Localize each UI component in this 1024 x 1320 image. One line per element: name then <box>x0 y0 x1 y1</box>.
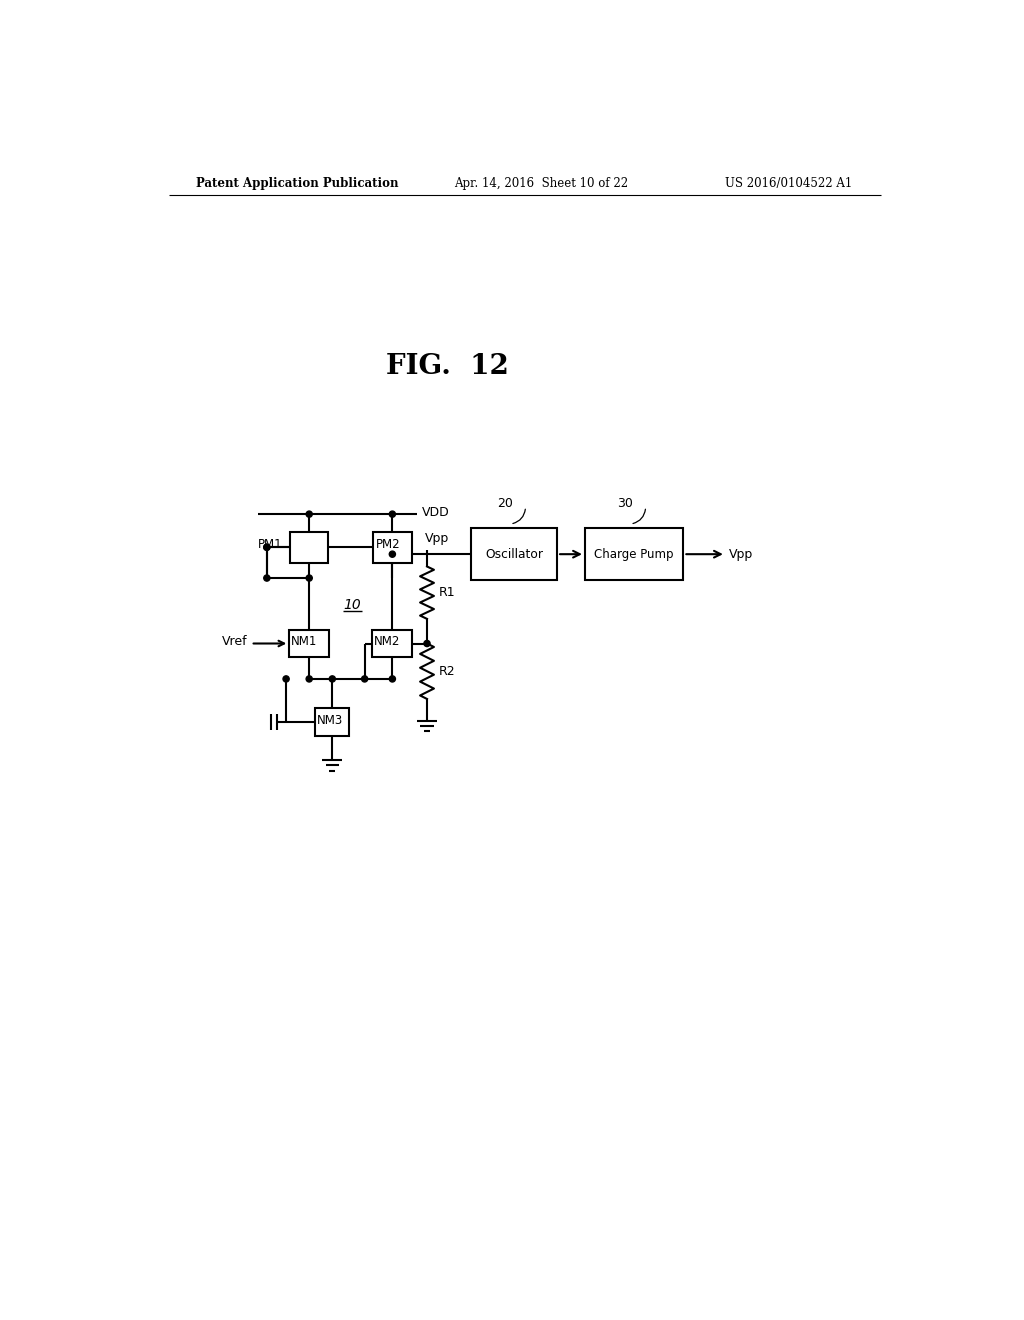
Bar <box>373 630 413 657</box>
Text: Vpp: Vpp <box>729 548 753 561</box>
Circle shape <box>389 676 395 682</box>
Circle shape <box>264 544 270 550</box>
Text: 30: 30 <box>617 496 633 510</box>
Text: US 2016/0104522 A1: US 2016/0104522 A1 <box>725 177 852 190</box>
Text: R2: R2 <box>438 665 456 677</box>
Text: 20: 20 <box>497 496 513 510</box>
Circle shape <box>330 676 336 682</box>
Circle shape <box>264 576 270 581</box>
Bar <box>289 630 330 657</box>
Bar <box>315 708 349 737</box>
Text: Oscillator: Oscillator <box>485 548 543 561</box>
Text: NM2: NM2 <box>374 635 400 648</box>
Text: Patent Application Publication: Patent Application Publication <box>196 177 398 190</box>
Text: NM3: NM3 <box>316 714 343 727</box>
Bar <box>290 532 329 562</box>
Text: Vref: Vref <box>221 635 247 648</box>
Circle shape <box>389 511 395 517</box>
Circle shape <box>283 676 289 682</box>
Text: VDD: VDD <box>422 506 450 519</box>
Text: PM2: PM2 <box>376 539 400 552</box>
Text: NM1: NM1 <box>291 635 317 648</box>
Text: R1: R1 <box>438 586 456 599</box>
Bar <box>471 528 557 581</box>
Text: Vpp: Vpp <box>425 532 449 545</box>
Circle shape <box>264 544 270 550</box>
Text: Apr. 14, 2016  Sheet 10 of 22: Apr. 14, 2016 Sheet 10 of 22 <box>454 177 628 190</box>
Circle shape <box>424 640 430 647</box>
Circle shape <box>306 511 312 517</box>
Text: FIG.  12: FIG. 12 <box>386 352 509 380</box>
Circle shape <box>306 676 312 682</box>
Text: Charge Pump: Charge Pump <box>594 548 674 561</box>
Bar <box>373 532 412 562</box>
Bar <box>585 528 683 581</box>
Circle shape <box>389 552 395 557</box>
Text: 10: 10 <box>343 598 361 612</box>
Text: PM1: PM1 <box>258 539 283 552</box>
Circle shape <box>361 676 368 682</box>
Circle shape <box>306 576 312 581</box>
